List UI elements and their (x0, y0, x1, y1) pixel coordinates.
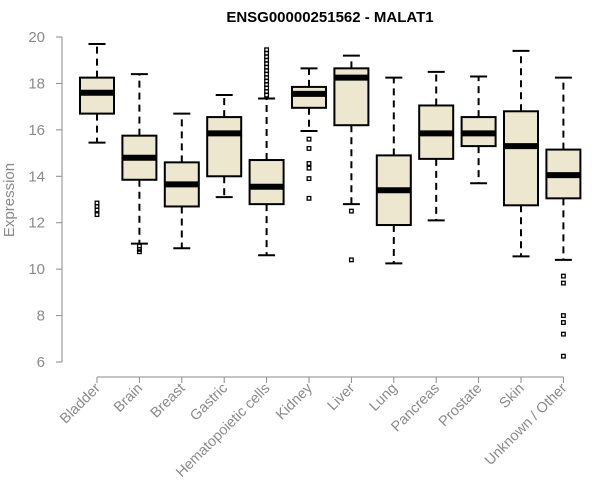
box-group (291, 67, 327, 201)
outlier-point (306, 195, 312, 201)
box-group (206, 94, 243, 199)
plot-area (79, 42, 582, 359)
y-tick-label: 10 (28, 261, 45, 278)
y-tick-label: 8 (37, 308, 45, 325)
x-tick-label: Skin (497, 381, 528, 412)
outlier-point (560, 353, 566, 359)
outlier-point (94, 212, 100, 218)
y-tick-label: 20 (28, 29, 45, 46)
x-tick-label: Unknown / Other (482, 380, 570, 468)
box-group (545, 76, 582, 359)
x-tick-label: Prostate (436, 381, 485, 430)
outlier-point (306, 145, 312, 151)
box-group (418, 70, 455, 222)
outlier-point (560, 320, 566, 325)
box-group (333, 54, 370, 263)
outlier-point (306, 176, 312, 182)
outlier-point (560, 273, 566, 279)
outlier-point (560, 313, 566, 319)
x-tick-label: Breast (148, 381, 189, 422)
x-tick-label: Lung (366, 381, 400, 415)
box-iqr (291, 85, 327, 109)
x-tick-label: Brain (111, 381, 146, 416)
box-group (375, 76, 412, 265)
outlier-point (136, 249, 142, 255)
y-axis-label: Expression (1, 163, 18, 237)
chart-title: ENSG00000251562 - MALAT1 (226, 9, 433, 26)
x-tick-label: Liver (325, 380, 359, 414)
box-iqr (248, 159, 285, 206)
box-group (460, 75, 497, 185)
outlier-point (348, 208, 354, 214)
outlier-point (306, 161, 312, 166)
outlier-point (348, 257, 354, 263)
box-iqr (503, 110, 539, 207)
x-tick-label: Kidney (273, 380, 316, 423)
y-tick-label: 14 (28, 168, 45, 185)
outlier-point (560, 280, 566, 286)
y-tick-label: 18 (28, 75, 45, 92)
y-axis: 6 8 10 12 14 16 18 20 (28, 29, 63, 371)
box-group (79, 42, 115, 218)
box-group (121, 73, 158, 255)
outlier-point (306, 165, 312, 171)
y-tick-label: 12 (28, 215, 45, 232)
outlier-point (94, 207, 100, 213)
box-group (163, 112, 200, 250)
outlier-point (306, 136, 312, 142)
box-group (248, 47, 285, 257)
box-group (503, 49, 539, 258)
outlier-point (264, 47, 270, 53)
box-iqr (206, 116, 243, 178)
outlier-point (560, 331, 566, 337)
y-tick-label: 6 (37, 354, 45, 371)
y-tick-label: 16 (28, 122, 45, 139)
x-tick-label: Bladder (57, 380, 104, 427)
